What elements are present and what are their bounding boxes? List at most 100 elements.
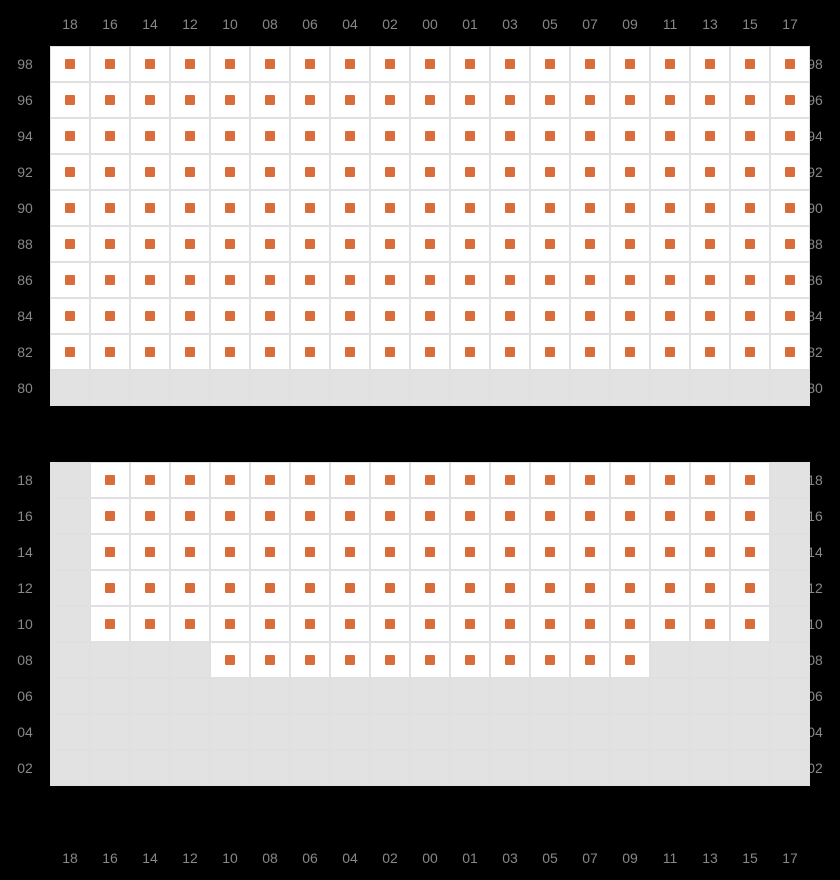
seat[interactable] [530,262,570,298]
seat[interactable] [50,82,90,118]
seat[interactable] [90,498,130,534]
seat[interactable] [770,298,810,334]
seat[interactable] [410,46,450,82]
seat[interactable] [170,46,210,82]
seat[interactable] [250,498,290,534]
seat[interactable] [170,226,210,262]
seat[interactable] [770,154,810,190]
seat[interactable] [330,298,370,334]
seat[interactable] [530,82,570,118]
seat[interactable] [50,262,90,298]
seat[interactable] [90,46,130,82]
seat[interactable] [450,606,490,642]
seat[interactable] [610,226,650,262]
seat[interactable] [690,154,730,190]
seat[interactable] [290,118,330,154]
seat[interactable] [610,190,650,226]
seat[interactable] [570,462,610,498]
seat[interactable] [570,534,610,570]
seat[interactable] [730,118,770,154]
seat[interactable] [450,190,490,226]
seat[interactable] [210,154,250,190]
seat[interactable] [250,82,290,118]
seat[interactable] [570,334,610,370]
seat[interactable] [290,46,330,82]
seat[interactable] [50,154,90,190]
seat[interactable] [690,334,730,370]
seat[interactable] [290,534,330,570]
seat[interactable] [210,226,250,262]
seat[interactable] [650,334,690,370]
seat[interactable] [370,462,410,498]
seat[interactable] [330,498,370,534]
seat[interactable] [130,262,170,298]
seat[interactable] [610,118,650,154]
seat[interactable] [690,570,730,606]
seat[interactable] [50,118,90,154]
seat[interactable] [410,118,450,154]
seat[interactable] [170,298,210,334]
seat[interactable] [370,334,410,370]
seat[interactable] [250,46,290,82]
seat[interactable] [90,334,130,370]
seat[interactable] [730,334,770,370]
seat[interactable] [250,118,290,154]
seat[interactable] [250,226,290,262]
seat[interactable] [370,262,410,298]
seat[interactable] [130,118,170,154]
seat[interactable] [370,642,410,678]
seat[interactable] [170,462,210,498]
seat[interactable] [690,462,730,498]
seat[interactable] [530,226,570,262]
seat[interactable] [490,118,530,154]
seat[interactable] [410,570,450,606]
seat[interactable] [330,154,370,190]
seat[interactable] [90,462,130,498]
seat[interactable] [410,262,450,298]
seat[interactable] [370,190,410,226]
seat[interactable] [570,570,610,606]
seat[interactable] [610,334,650,370]
seat[interactable] [530,534,570,570]
seat[interactable] [650,118,690,154]
seat[interactable] [90,262,130,298]
seat[interactable] [410,190,450,226]
seat[interactable] [290,262,330,298]
seat[interactable] [610,498,650,534]
seat[interactable] [570,82,610,118]
seat[interactable] [330,226,370,262]
seat[interactable] [450,498,490,534]
seat[interactable] [330,462,370,498]
seat[interactable] [570,606,610,642]
seat[interactable] [90,190,130,226]
seat[interactable] [770,190,810,226]
seat[interactable] [650,606,690,642]
seat[interactable] [410,298,450,334]
seat[interactable] [130,534,170,570]
seat[interactable] [170,334,210,370]
seat[interactable] [250,606,290,642]
seat[interactable] [250,154,290,190]
seat[interactable] [770,226,810,262]
seat[interactable] [90,82,130,118]
seat[interactable] [130,298,170,334]
seat[interactable] [570,642,610,678]
seat[interactable] [730,46,770,82]
seat[interactable] [330,118,370,154]
seat[interactable] [770,46,810,82]
seat[interactable] [610,262,650,298]
seat[interactable] [490,82,530,118]
seat[interactable] [210,190,250,226]
seat[interactable] [130,190,170,226]
seat[interactable] [450,226,490,262]
seat[interactable] [690,190,730,226]
seat[interactable] [490,262,530,298]
seat[interactable] [370,570,410,606]
seat[interactable] [610,154,650,190]
seat[interactable] [130,462,170,498]
seat[interactable] [770,262,810,298]
seat[interactable] [610,82,650,118]
seat[interactable] [650,190,690,226]
seat[interactable] [130,226,170,262]
seat[interactable] [770,334,810,370]
